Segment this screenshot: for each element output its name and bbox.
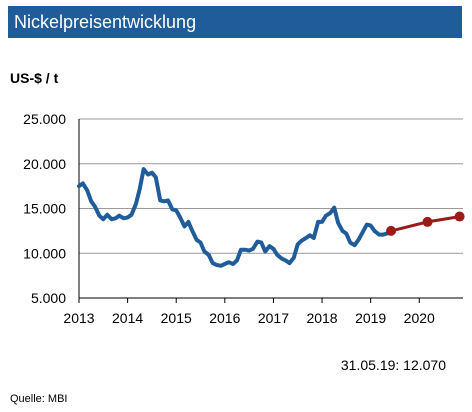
forecast-marker xyxy=(386,225,397,236)
last-value-note: 31.05.19: 12.070 xyxy=(340,357,446,373)
forecast-marker xyxy=(454,211,465,222)
y-tick-label: 15.000 xyxy=(23,201,66,217)
chart-title: Nickelpreisentwicklung xyxy=(14,12,197,32)
y-tick-label: 5.000 xyxy=(31,290,66,306)
y-axis-unit-label: US-$ / t xyxy=(10,70,59,86)
x-tick-label: 2018 xyxy=(306,310,337,326)
y-tick-label: 25.000 xyxy=(23,111,66,127)
source-note: Quelle: MBI xyxy=(10,393,68,405)
y-tick-label: 20.000 xyxy=(23,156,66,172)
price-series-line xyxy=(77,167,394,268)
x-tick-label: 2020 xyxy=(404,310,435,326)
forecast-marker xyxy=(422,216,433,227)
title-bar: Nickelpreisentwicklung xyxy=(8,6,462,38)
x-tick-label: 2017 xyxy=(258,310,289,326)
x-tick-label: 2015 xyxy=(161,310,192,326)
x-tick-label: 2016 xyxy=(209,310,240,326)
x-tick-label: 2014 xyxy=(112,310,143,326)
x-tick-label: 2013 xyxy=(63,310,94,326)
x-tick-label: 2019 xyxy=(355,310,386,326)
y-tick-label: 10.000 xyxy=(23,245,66,261)
